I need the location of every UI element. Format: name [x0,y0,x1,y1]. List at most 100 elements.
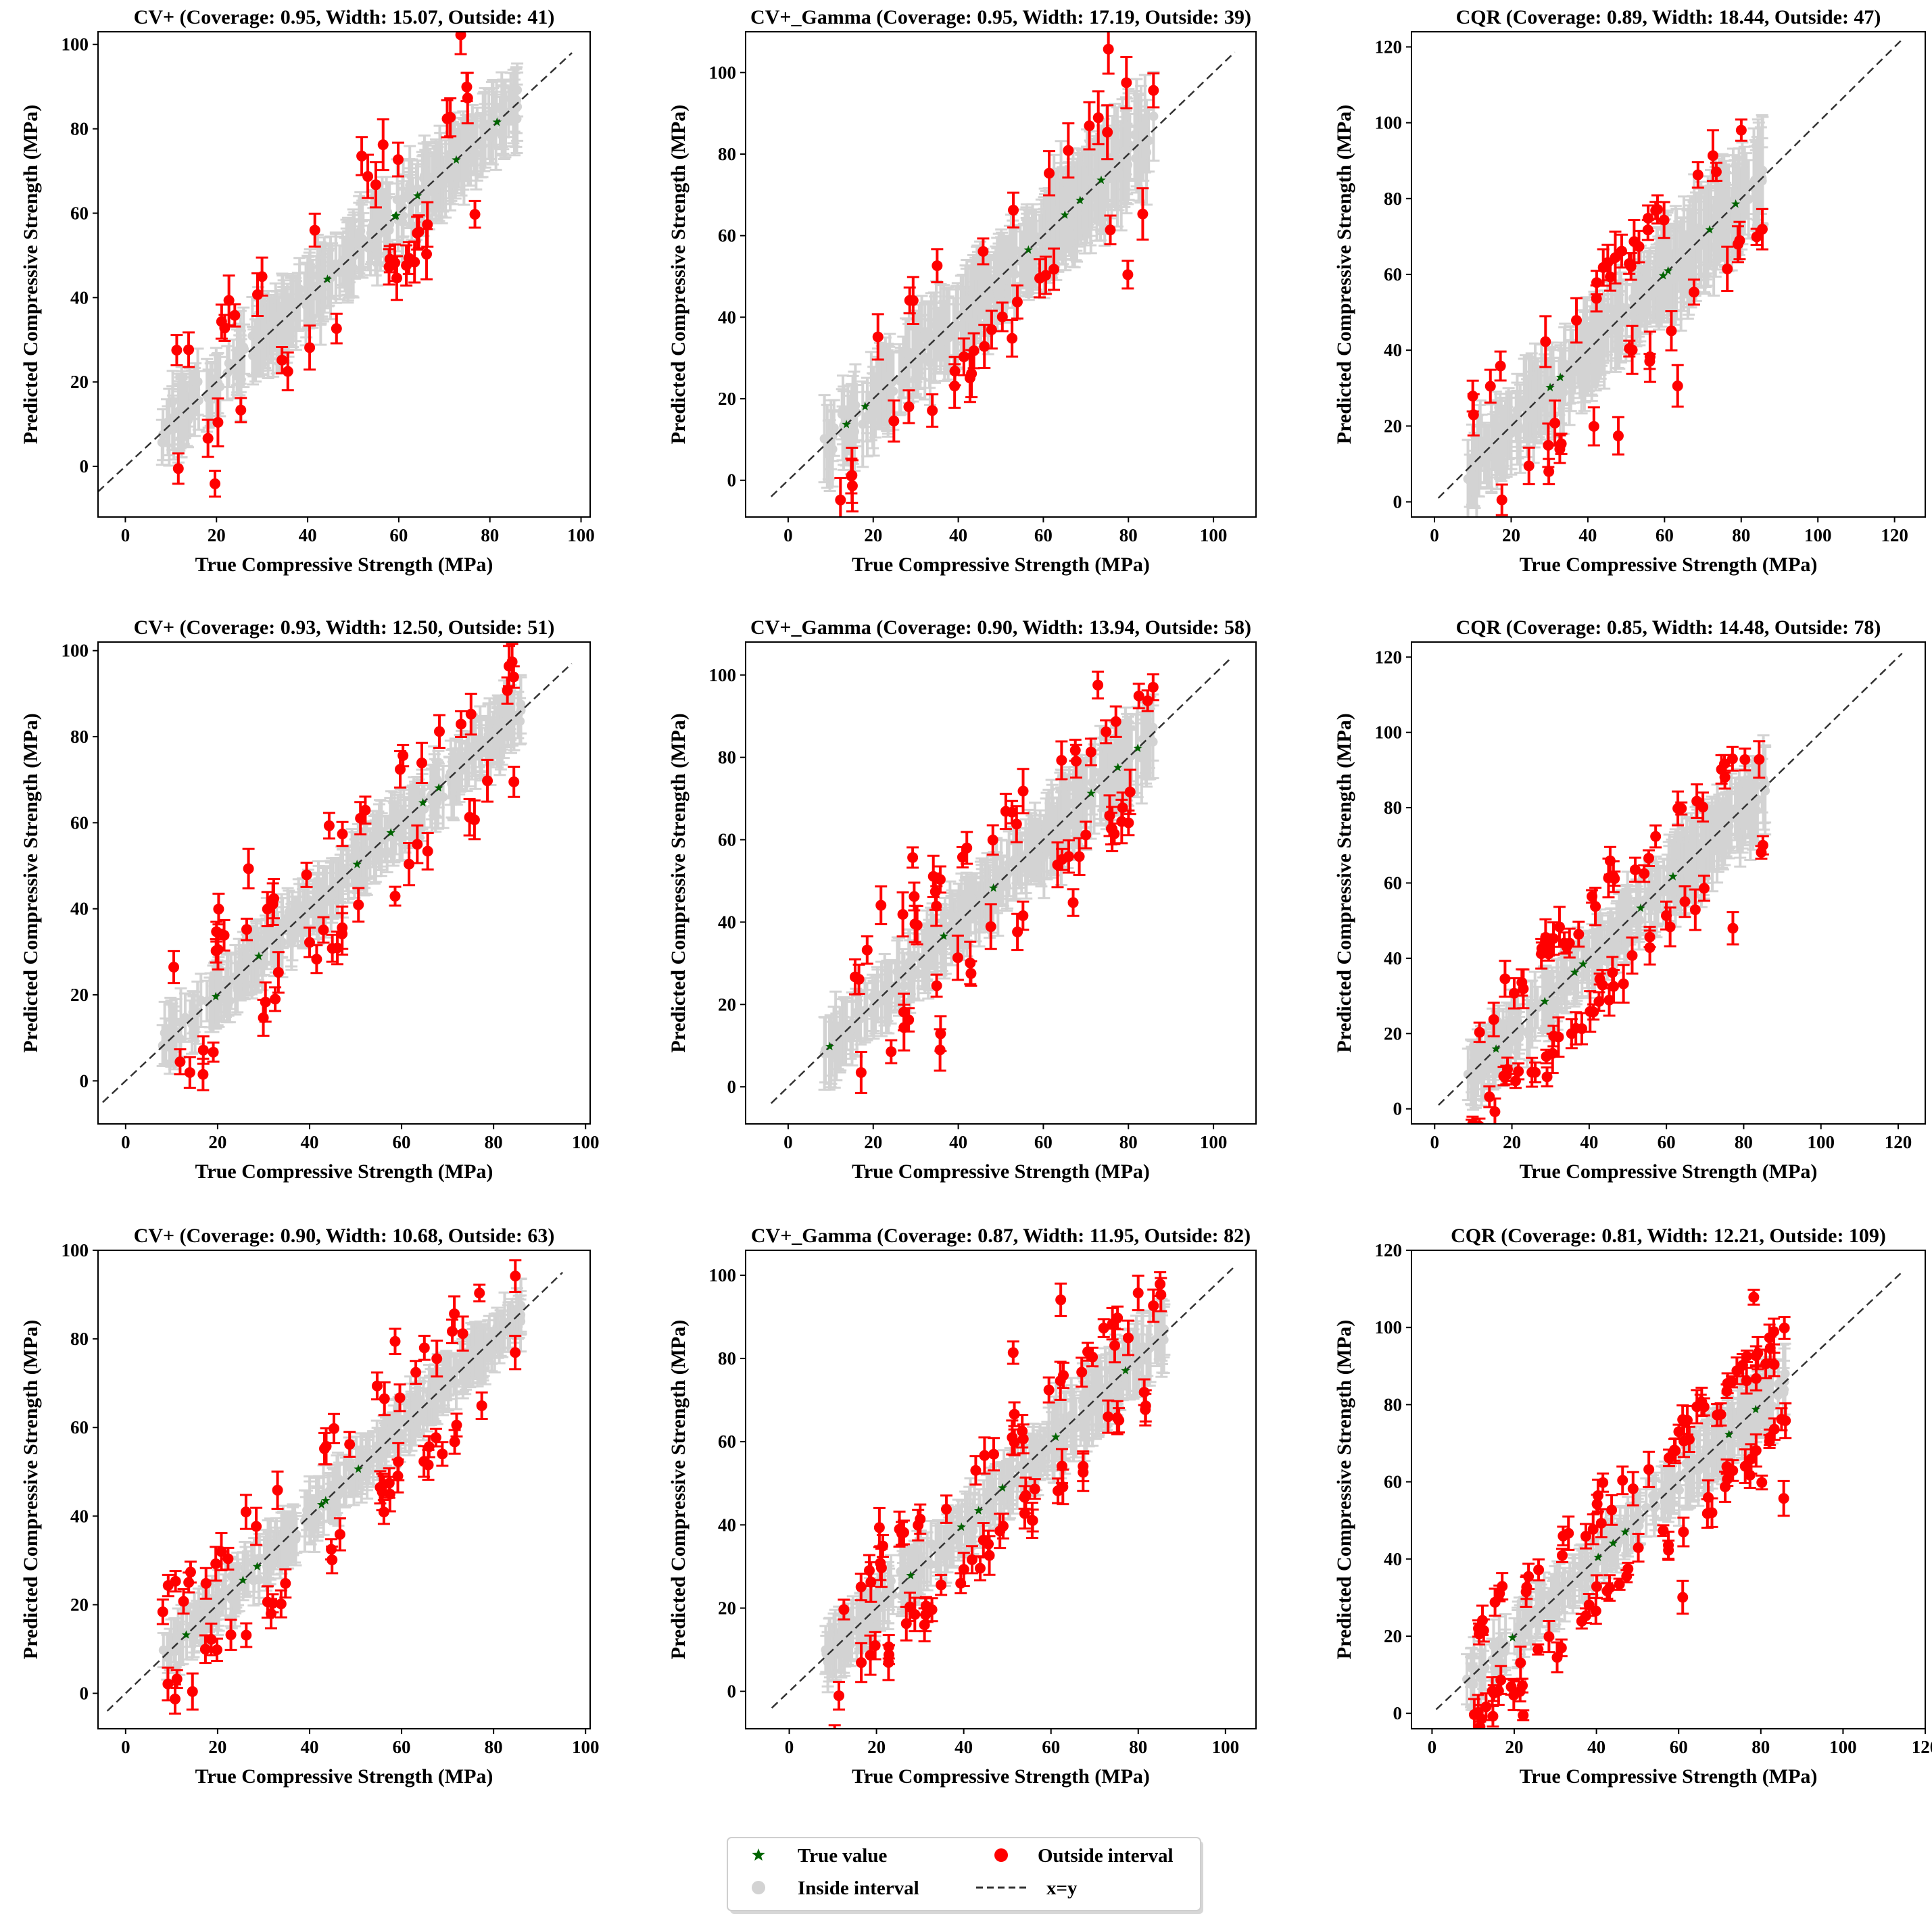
y-tick-label: 60 [70,203,89,223]
outside-point [1007,333,1018,344]
x-tick-label: 100 [567,525,595,545]
outside-point [1707,150,1718,162]
outside-point [469,209,481,220]
outside-point [986,324,997,335]
outside-point [235,404,247,416]
inside-point [992,267,1003,277]
y-tick-label: 60 [1384,264,1402,285]
x-axis-label: True Compressive Strength (MPa) [195,1160,493,1183]
true-value-star [391,211,401,220]
x-tick-label: 120 [1881,525,1908,545]
y-tick-label: 120 [1375,36,1403,57]
outside-point [1549,418,1561,429]
outside-point [256,271,268,282]
true-value-star [842,420,851,428]
inside-point [911,345,921,355]
outside-point [1588,420,1599,432]
x-axis-label: True Compressive Strength (MPa) [195,554,493,576]
x-tick-label: 40 [1578,525,1597,545]
outside-point [872,331,884,343]
true-value-star [452,155,461,164]
plot-area [98,32,573,498]
y-tick-label: 0 [1393,492,1403,512]
diagonal-line [1437,39,1903,499]
outside-point [846,480,858,491]
diagonal-line [770,51,1236,497]
inside-point [1679,247,1689,257]
y-tick-label: 0 [80,456,89,476]
inside-point [286,305,296,316]
y-tick-label: 60 [70,812,89,833]
outside-point [1495,360,1506,372]
inside-point [256,328,266,338]
x-tick-label: 80 [481,525,499,545]
true-value-star [1705,225,1714,234]
true-value-star [413,191,422,200]
inside-point [1484,451,1494,462]
outside-point [949,380,961,392]
inside-point [1749,178,1759,188]
outside-point [1633,241,1645,252]
inside-point [866,391,876,401]
chart-title: CV+ (Coverage: 0.95, Width: 15.07, Outsi… [134,6,555,28]
x-tick-label: 40 [299,525,317,545]
outside-point [1651,203,1663,215]
chart-panel-2: CV+_Gamma (Coverage: 0.95, Width: 17.19,… [667,6,1257,576]
inside-point [1580,352,1590,362]
inside-point [1496,435,1506,445]
true-value-star [492,117,502,126]
chart-title: CV+_Gamma (Coverage: 0.95, Width: 17.19,… [750,6,1251,28]
diagonal-line [98,52,573,493]
inside-point [370,234,381,244]
inside-point [317,276,327,287]
true-value-star [1096,175,1106,185]
inside-point [1649,288,1659,298]
inside-point [1149,112,1159,122]
y-tick-label: 0 [80,1071,89,1091]
y-axis-label: Predicted Compressive Strength (MPa) [20,105,42,444]
x-tick-label: 40 [300,1132,318,1152]
inside-point [222,368,233,378]
outside-point [1625,261,1637,272]
y-tick-label: 80 [70,727,89,747]
inside-point [1046,220,1057,230]
outside-point [1105,224,1116,236]
outside-point [1735,124,1747,136]
outside-point [1103,43,1114,55]
x-axis-label: True Compressive Strength (MPa) [1520,554,1818,576]
inside-point [896,376,906,386]
outside-point [172,463,184,474]
true-value-star [1076,195,1085,205]
outside-point [1137,208,1149,220]
inside-point [385,219,395,229]
true-value-star [1658,271,1668,280]
inside-point [943,326,953,336]
inside-point [164,422,174,433]
inside-point [1737,203,1747,214]
inside-point [969,318,979,328]
inside-point [512,85,523,95]
inside-point [203,393,214,403]
x-axis-label: True Compressive Strength (MPa) [852,554,1150,576]
outside-point [1571,315,1583,326]
outside-point [1484,380,1496,392]
x-tick-label: 80 [485,1132,503,1152]
outside-point [1722,263,1733,274]
outside-point [202,433,214,444]
y-tick-label: 20 [70,985,89,1005]
x-tick-label: 0 [121,525,130,545]
outside-point [304,342,316,353]
outside-point [171,345,183,356]
outside-point [356,150,368,162]
outside-point [219,322,231,334]
inside-point [277,321,287,331]
outside-point [977,245,989,257]
outside-point [409,256,420,268]
inside-point [444,152,454,162]
inside-point [1689,226,1699,236]
inside-point [1587,339,1597,349]
outside-point [1540,336,1551,347]
y-tick-label: 100 [62,641,89,661]
outside-point [1092,112,1104,124]
